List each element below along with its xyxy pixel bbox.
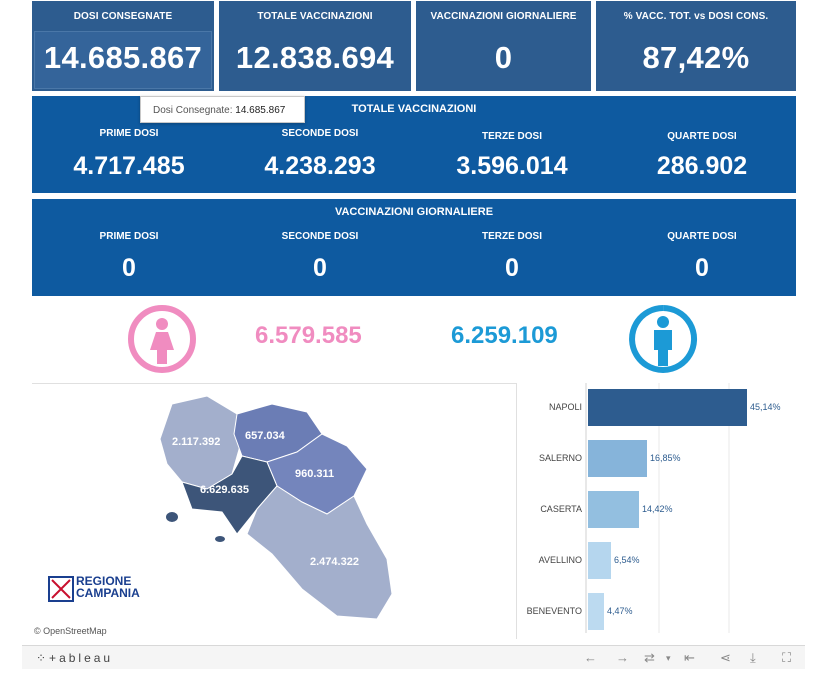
tooltip-value: 14.685.867	[235, 105, 286, 116]
redo-icon[interactable]: →	[616, 650, 629, 665]
island-ischia	[166, 512, 178, 522]
map-label-benevento: 657.034	[245, 430, 285, 442]
bar-napoli[interactable]	[588, 389, 747, 426]
kpi-dosi-consegnate[interactable]: DOSI CONSEGNATE 14.685.867	[32, 1, 214, 91]
col-value: 0	[313, 254, 327, 282]
bar-label-napoli: NAPOLI	[548, 401, 582, 412]
campania-map[interactable]: 2.117.392 657.034 960.311 6.629.635 2.47…	[32, 383, 517, 639]
download-icon[interactable]: ⤓	[750, 650, 756, 665]
male-count: 6.259.109	[451, 322, 558, 349]
giornaliere-terze-dosi[interactable]: TERZE DOSI 0	[422, 231, 602, 283]
col-label: TERZE DOSI	[481, 131, 542, 142]
bar-label-salerno: SALERNO	[538, 452, 582, 463]
totale-seconde-dosi[interactable]: SECONDE DOSI 4.238.293	[230, 128, 410, 181]
kpi-vaccinazioni-giornaliere[interactable]: VACCINAZIONI GIORNALIERE 0	[416, 1, 591, 91]
bar-value-benevento: 4,47%	[607, 605, 633, 616]
col-label: SECONDE DOSI	[281, 128, 359, 139]
bar-label-caserta: CASERTA	[540, 503, 582, 514]
province-salerno	[246, 485, 393, 620]
col-label: QUARTE DOSI	[667, 231, 737, 242]
bar-value-caserta: 14,42%	[642, 503, 673, 514]
bar-caserta[interactable]	[588, 491, 639, 528]
bar-value-napoli: 45,14%	[750, 401, 781, 412]
map-label-caserta: 2.117.392	[172, 436, 221, 448]
col-value: 286.902	[656, 152, 748, 180]
kpi-value: 12.838.694	[235, 40, 395, 75]
bar-label-avellino: AVELLINO	[538, 554, 582, 565]
bar-salerno[interactable]	[588, 440, 647, 477]
share-icon[interactable]: ⋖	[720, 650, 731, 665]
totale-quarte-dosi[interactable]: QUARTE DOSI 286.902	[612, 131, 792, 181]
map-attribution[interactable]: © OpenStreetMap	[34, 626, 107, 636]
kpi-value: 14.685.867	[43, 40, 203, 75]
map-svg	[159, 395, 393, 620]
chevron-down-icon[interactable]: ▾	[666, 653, 671, 663]
female-count: 6.579.585	[255, 322, 362, 349]
kpi-value: 87,42%	[642, 40, 750, 75]
revert-all-icon[interactable]: ⇤	[684, 650, 695, 665]
col-label: TERZE DOSI	[481, 231, 542, 242]
totale-prime-dosi[interactable]: PRIME DOSI 4.717.485	[39, 128, 219, 181]
col-value: 3.596.014	[456, 152, 568, 180]
revert-icon[interactable]: ⇄	[644, 650, 655, 665]
col-label: SECONDE DOSI	[281, 231, 359, 242]
logo-text-2: CAMPANIA	[76, 586, 140, 600]
provinces-bar-chart: NAPOLI 45,14% SALERNO 16,85% CASERTA 14,42% AV…	[520, 383, 796, 639]
map-label-napoli: 6.629.635	[200, 484, 249, 496]
map-label-salerno: 2.474.322	[310, 556, 359, 568]
logo-text-1: REGIONE	[76, 574, 132, 588]
kpi-percentuale[interactable]: % VACC. TOT. vs DOSI CONS. 87,42%	[596, 1, 796, 91]
bar-value-salerno: 16,85%	[650, 452, 681, 463]
bar-label-benevento: BENEVENTO	[526, 605, 582, 616]
giornaliere-prime-dosi[interactable]: PRIME DOSI 0	[39, 231, 219, 283]
vaccinazioni-giornaliere-panel: VACCINAZIONI GIORNALIERE PRIME DOSI 0 SE…	[32, 199, 796, 296]
tooltip: Dosi Consegnate: 14.685.867	[140, 96, 305, 123]
col-label: PRIME DOSI	[99, 128, 159, 139]
bar-avellino[interactable]	[588, 542, 611, 579]
regione-campania-logo-icon	[48, 576, 74, 602]
tableau-logo[interactable]: ⁘+ableau	[36, 651, 114, 665]
panel-title: TOTALE VACCINAZIONI	[351, 103, 477, 115]
kpi-highlight	[34, 31, 212, 89]
kpi-value: 0	[494, 40, 513, 75]
male-icon	[629, 305, 697, 373]
undo-icon[interactable]: ←	[584, 650, 597, 665]
female-icon	[128, 305, 196, 373]
kpi-totale-vaccinazioni[interactable]: TOTALE VACCINAZIONI 12.838.694	[219, 1, 411, 91]
kpi-title: DOSI CONSEGNATE	[73, 11, 173, 22]
tableau-toolbar: ⁘+ableau ← → ⇄ ▾ ⇤ ⋖ ⤓ ⛶	[22, 645, 805, 669]
col-label: PRIME DOSI	[99, 231, 159, 242]
map-label-avellino: 960.311	[295, 468, 335, 480]
giornaliere-quarte-dosi[interactable]: QUARTE DOSI 0	[612, 231, 792, 283]
col-value: 0	[122, 254, 136, 282]
bar-benevento[interactable]	[588, 593, 604, 630]
giornaliere-seconde-dosi[interactable]: SECONDE DOSI 0	[230, 231, 410, 283]
col-value: 4.238.293	[264, 152, 376, 180]
kpi-title: % VACC. TOT. vs DOSI CONS.	[623, 11, 769, 22]
panel-title: VACCINAZIONI GIORNALIERE	[334, 206, 494, 218]
col-value: 4.717.485	[73, 152, 185, 180]
col-label: QUARTE DOSI	[667, 131, 737, 142]
totale-terze-dosi[interactable]: TERZE DOSI 3.596.014	[422, 131, 602, 181]
tooltip-label: Dosi Consegnate:	[153, 105, 233, 116]
col-value: 0	[505, 254, 519, 282]
bar-value-avellino: 6,54%	[614, 554, 640, 565]
fullscreen-icon[interactable]: ⛶	[782, 650, 792, 665]
kpi-title: VACCINAZIONI GIORNALIERE	[430, 11, 577, 22]
island-capri	[215, 536, 225, 542]
kpi-title: TOTALE VACCINAZIONI	[257, 11, 373, 22]
col-value: 0	[695, 254, 709, 282]
